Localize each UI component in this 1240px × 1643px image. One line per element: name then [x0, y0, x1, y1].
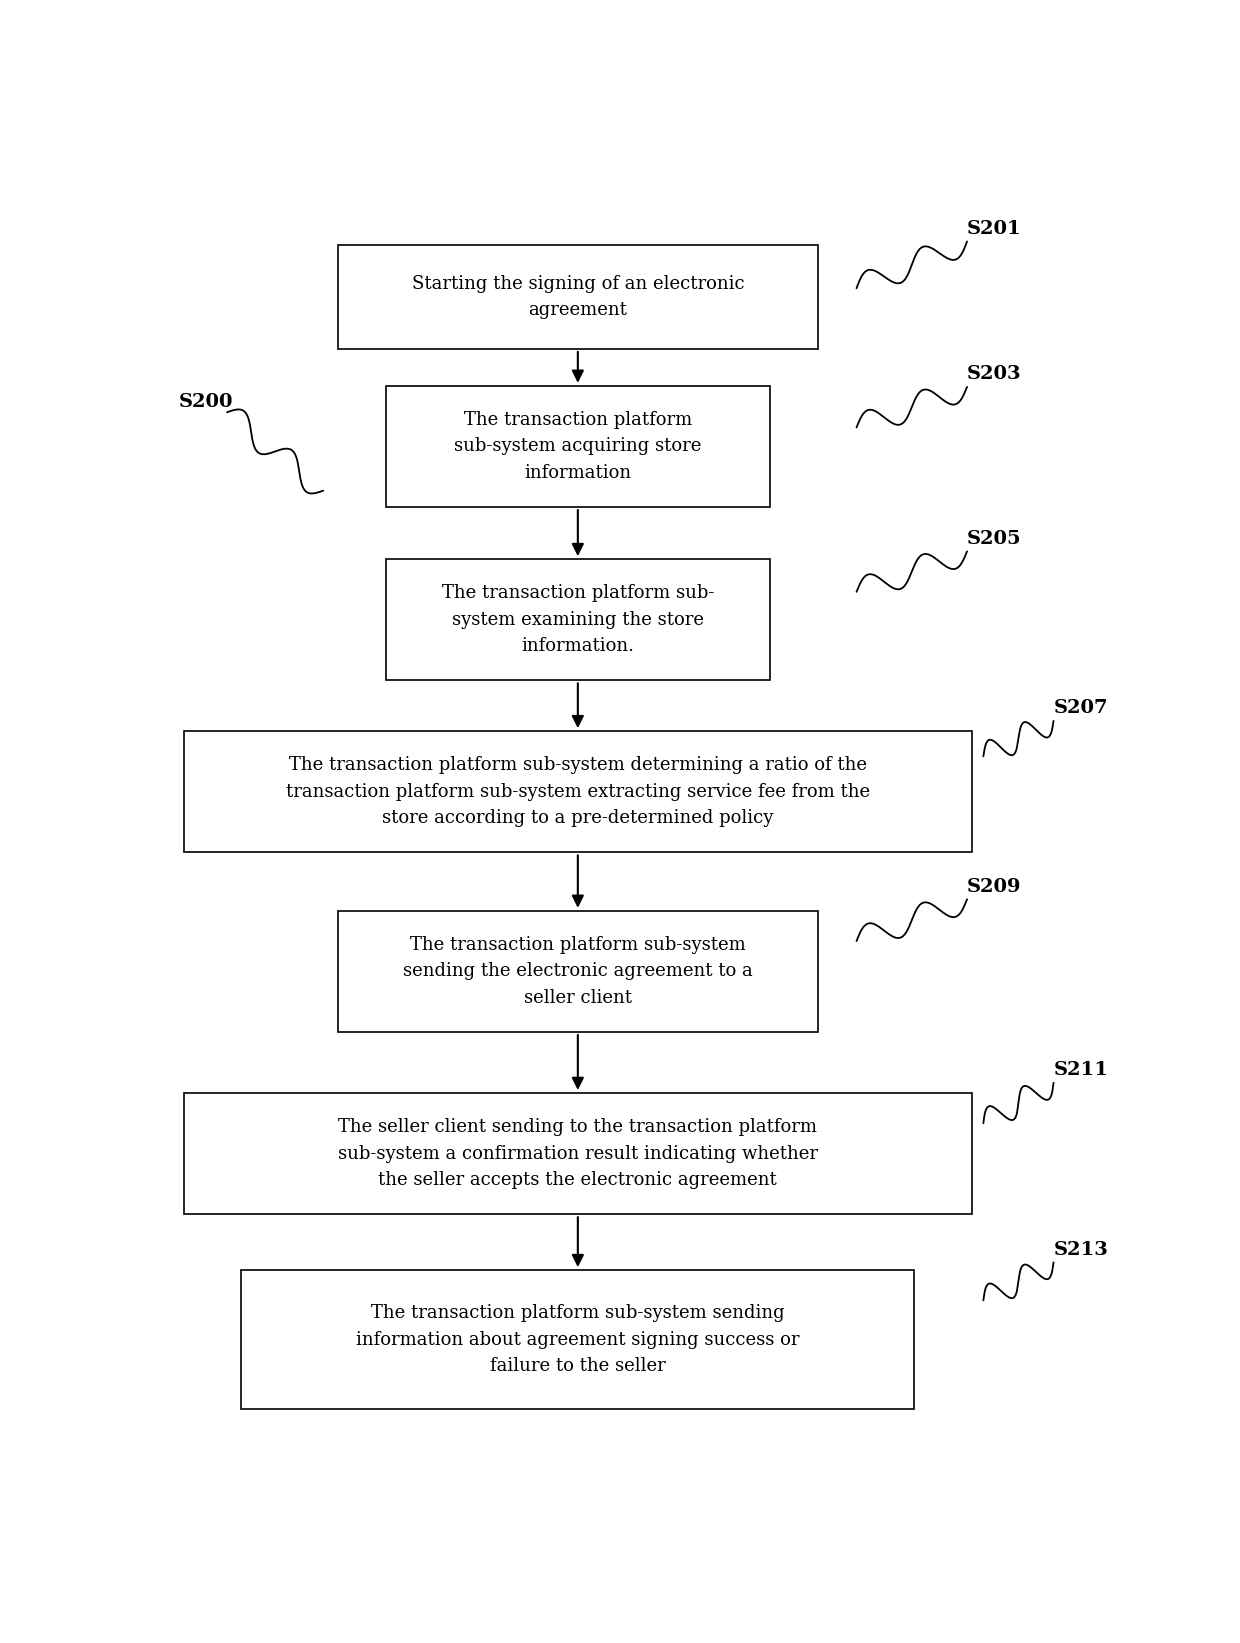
Text: The transaction platform sub-system determining a ratio of the
transaction platf: The transaction platform sub-system dete…: [285, 756, 870, 826]
FancyBboxPatch shape: [337, 245, 818, 348]
Text: S200: S200: [179, 393, 233, 411]
FancyBboxPatch shape: [242, 1270, 914, 1410]
Text: The transaction platform sub-system sending
information about agreement signing : The transaction platform sub-system send…: [356, 1305, 800, 1375]
Text: The seller client sending to the transaction platform
sub-system a confirmation : The seller client sending to the transac…: [337, 1119, 818, 1190]
FancyBboxPatch shape: [184, 731, 972, 853]
Text: The transaction platform
sub-system acquiring store
information: The transaction platform sub-system acqu…: [454, 411, 702, 481]
FancyBboxPatch shape: [386, 386, 770, 508]
FancyBboxPatch shape: [184, 1093, 972, 1214]
Text: Starting the signing of an electronic
agreement: Starting the signing of an electronic ag…: [412, 274, 744, 319]
FancyBboxPatch shape: [337, 910, 818, 1032]
Text: S203: S203: [967, 365, 1022, 383]
FancyBboxPatch shape: [386, 559, 770, 680]
Text: The transaction platform sub-
system examining the store
information.: The transaction platform sub- system exa…: [441, 585, 714, 656]
Text: S205: S205: [967, 529, 1022, 547]
Text: S209: S209: [967, 877, 1022, 895]
Text: The transaction platform sub-system
sending the electronic agreement to a
seller: The transaction platform sub-system send…: [403, 937, 753, 1007]
Text: S211: S211: [1054, 1061, 1109, 1079]
Text: S201: S201: [967, 220, 1022, 238]
Text: S207: S207: [1054, 700, 1109, 718]
Text: S213: S213: [1054, 1240, 1109, 1259]
